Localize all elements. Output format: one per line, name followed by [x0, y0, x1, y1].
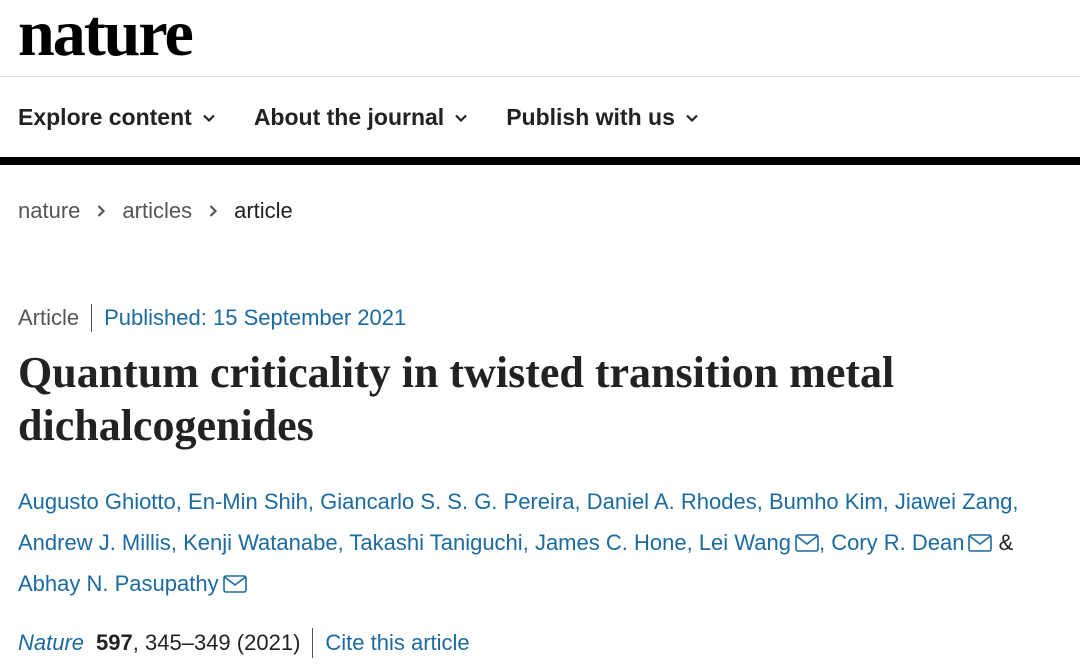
author: Daniel A. Rhodes, [587, 489, 763, 514]
published: Published: 15 September 2021 [104, 305, 406, 331]
nav: Explore content About the journal Publish … [18, 104, 699, 131]
chevron-path [455, 114, 467, 122]
envelope-flap [223, 576, 246, 587]
breadcrumbs: nature articles article [18, 198, 293, 224]
author-name[interactable]: Giancarlo S. S. G. Pereira [320, 489, 575, 514]
email-icon[interactable] [795, 534, 819, 552]
nav-item[interactable]: Publish with us [506, 104, 699, 131]
separator: , [522, 530, 529, 555]
author-name[interactable]: Lei Wang [698, 530, 791, 555]
chevron-icon [209, 205, 218, 217]
year: (2021) [236, 630, 301, 655]
author-name[interactable]: Abhay N. Pasupathy [18, 571, 219, 596]
separator: , [818, 530, 826, 555]
nav-item[interactable]: About the journal [254, 104, 468, 131]
author: Abhay N. Pasupathy [18, 571, 247, 596]
envelope-body [795, 534, 819, 552]
breadcrumb: article [234, 198, 293, 223]
citation: Nature 597, 345–349 (2021) Cite this art… [18, 628, 470, 658]
nav-label: Explore content [18, 104, 192, 130]
envelope-body [222, 575, 247, 593]
envelope-flap [969, 535, 992, 546]
email-icon[interactable] [222, 575, 247, 593]
divider [312, 628, 314, 658]
separator: , [170, 530, 177, 555]
author-name[interactable]: Andrew J. Millis [18, 530, 171, 555]
author: Jiawei Zang, [895, 489, 1019, 514]
separator: , [307, 489, 314, 514]
nav-bar [0, 157, 1080, 165]
separator: , [574, 489, 581, 514]
author-name[interactable]: Kenji Watanabe [183, 530, 338, 555]
nav-label: About the journal [253, 104, 445, 130]
article-meta: Article Published: 15 September 2021 [18, 304, 406, 332]
chevron-icon [203, 114, 215, 122]
separator: , [882, 489, 889, 514]
chevron-icon [98, 205, 106, 217]
author-name[interactable]: Bumho Kim [768, 489, 883, 514]
nav-label: Publish with us [506, 104, 675, 130]
separator: , [1012, 489, 1019, 514]
chevron-path [98, 205, 106, 217]
chevron-icon [686, 114, 698, 122]
author: Andrew J. Millis, [18, 530, 177, 555]
author-name[interactable]: Augusto Ghiotto [18, 489, 176, 514]
breadcrumb[interactable]: nature [18, 198, 81, 223]
cite-link[interactable]: Cite this article [325, 630, 470, 655]
author: Takashi Taniguchi, [349, 530, 528, 555]
author: Bumho Kim, [769, 489, 889, 514]
author-name[interactable]: Takashi Taniguchi [349, 530, 523, 555]
chevron-path [209, 205, 218, 217]
author-name[interactable]: Jiawei Zang [894, 489, 1013, 514]
published-label: Published: [104, 305, 207, 330]
author-name[interactable]: Daniel A. Rhodes [586, 489, 757, 514]
separator: , [756, 489, 763, 514]
email-icon[interactable] [968, 534, 993, 552]
logo[interactable]: nature [18, 0, 194, 70]
conjunction: & [998, 530, 1014, 555]
divider [0, 76, 1080, 77]
separator: , [686, 530, 693, 555]
pages: 345–349 [145, 630, 231, 655]
author: James C. Hone, [535, 530, 693, 555]
journal: Nature [18, 630, 85, 655]
author-name[interactable]: James C. Hone [534, 530, 687, 555]
nav-item[interactable]: Explore content [18, 104, 216, 131]
volume: 597 [96, 630, 133, 655]
author: Cory R. Dean [831, 530, 993, 555]
chevron-icon [455, 114, 467, 122]
chevron-path [203, 114, 215, 122]
author: En-Min Shih, [188, 489, 314, 514]
article-type: Article [18, 305, 80, 330]
author-name[interactable]: Cory R. Dean [831, 530, 965, 555]
divider [91, 304, 93, 332]
envelope-flap [795, 535, 818, 546]
separator: , [337, 530, 344, 555]
separator: , [132, 630, 139, 655]
authors: Augusto Ghiotto, En-Min Shih, Giancarlo … [18, 481, 1068, 604]
author: Giancarlo S. S. G. Pereira, [320, 489, 580, 514]
author: Augusto Ghiotto, [18, 489, 182, 514]
published-date: 15 September 2021 [213, 305, 407, 330]
chevron-path [686, 114, 698, 122]
author: Lei Wang, [699, 530, 825, 555]
separator: , [175, 489, 182, 514]
author: Kenji Watanabe, [183, 530, 344, 555]
author-name[interactable]: En-Min Shih [188, 489, 308, 514]
breadcrumb[interactable]: articles [122, 198, 193, 223]
article-title: Quantum criticality in twisted transitio… [18, 348, 895, 450]
